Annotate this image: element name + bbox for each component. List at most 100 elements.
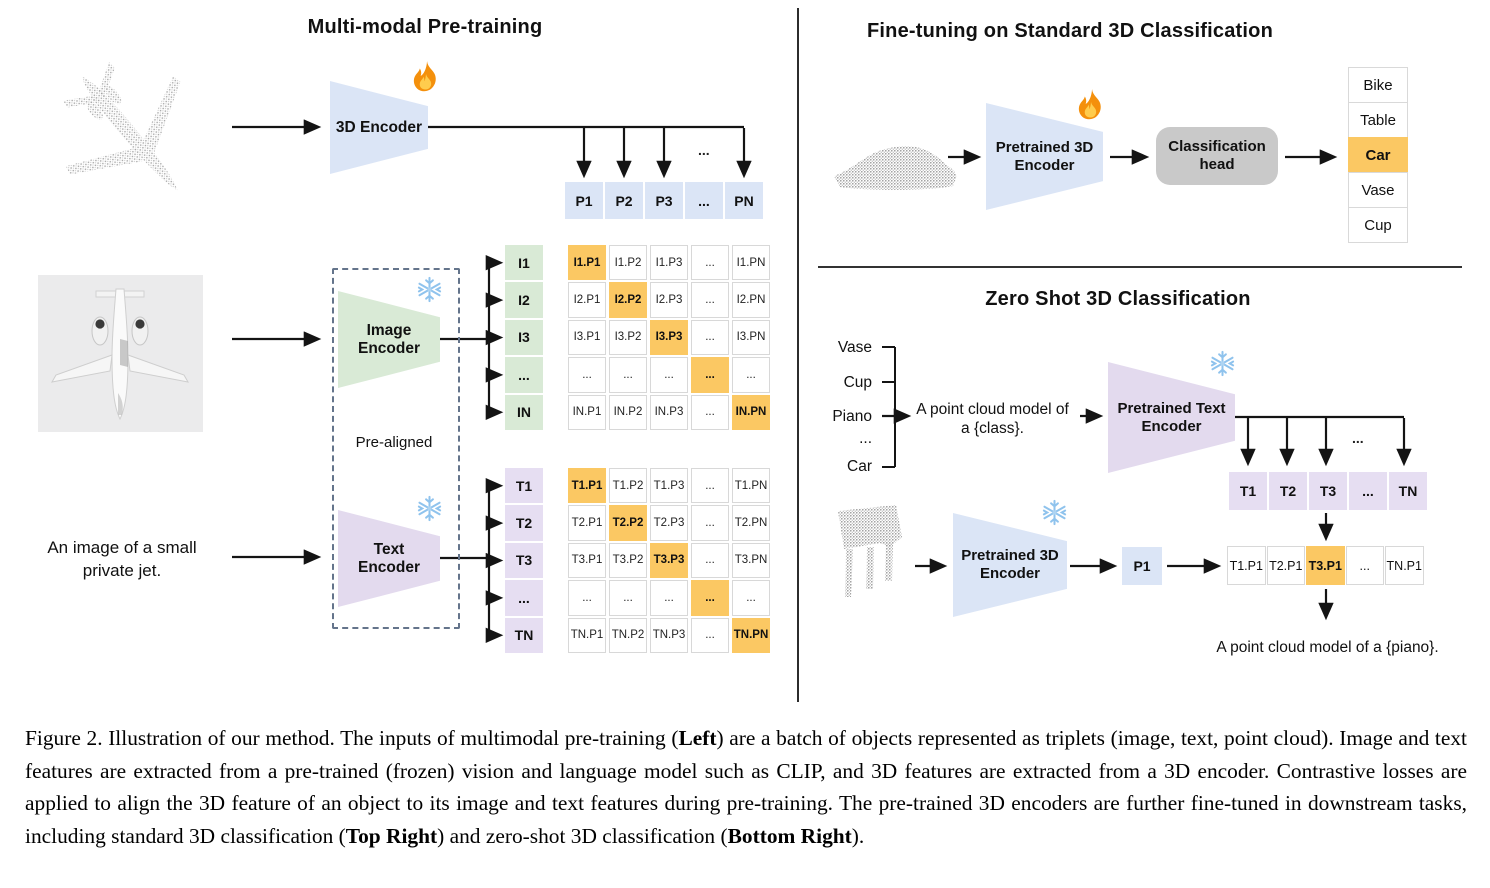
t-drop-ellipsis: ... [1352,430,1364,446]
text-encoder-label: Text Encoder [357,540,420,576]
matrix-cell: ... [609,357,647,393]
class-list-item: Cup [1348,207,1408,243]
p-feature-cell: ... [685,182,723,219]
prompt-class-list: Vase Cup Piano... Car [806,338,872,477]
pretrained-text-encoder-label: Pretrained Text Encoder [1117,399,1226,435]
matrix-cell: ... [691,245,729,281]
matrix-cell: ... [568,580,606,616]
t-feature-row: T1 T2 T3... TN [1229,472,1427,510]
matrix-cell: T2.P1 [568,505,606,541]
matrix-cell: ... [691,580,729,616]
pre-aligned-box [332,268,460,629]
matrix-cell: I3.P1 [568,319,606,356]
class-list-item: Car [1348,137,1408,173]
matrix-cell: I1.PN [732,245,770,281]
matrix-cell: T3.P3 [650,542,688,579]
matrix-cell: ... [691,394,729,430]
image-feature-column: I1 I2 I3... IN [505,245,543,430]
matrix-cell: ... [691,357,729,393]
airplane-point-cloud [63,62,181,191]
classification-head-label: Classification head [1168,138,1266,173]
image-point-similarity-matrix: I1.P1 I1.P2 I1.P3... I1.PN I2.P1 I2.P2 I2.P3..… [568,245,770,430]
matrix-cell: ... [691,319,729,356]
piano-point-cloud [838,505,902,597]
matrix-cell: T2.PN [732,505,770,541]
t-feature-cell: T3 [1309,472,1347,510]
p-feature-cell: P1 [565,182,603,219]
pretraining-title: Multi-modal Pre-training [307,16,543,38]
similarity-cell: T1.P1 [1227,546,1266,585]
p-feature-cell: P2 [605,182,643,219]
prompt-class-item: Car [847,458,872,475]
t-feature-cell: TN [1389,472,1427,510]
car-point-cloud [834,146,957,190]
matrix-cell: T1.P2 [609,468,647,504]
p-feature-row: P1 P2 P3... PN [565,182,763,219]
p-drop-ellipsis: ... [698,142,710,158]
matrix-cell: ... [650,357,688,393]
pre-aligned-label: Pre-aligned [355,434,433,451]
text-feature-cell: ... [505,580,543,616]
matrix-cell: TN.PN [732,617,770,653]
image-feature-cell: I1 [505,245,543,281]
similarity-cell: T2.P1 [1266,546,1305,585]
matrix-cell: ... [732,580,770,616]
text-feature-cell: T1 [505,468,543,504]
fire-icon [1078,89,1101,120]
matrix-cell: T3.PN [732,542,770,579]
figure-caption: Figure 2. Illustration of our method. Th… [25,726,1467,848]
matrix-cell: T3.P1 [568,542,606,579]
matrix-cell: I3.P3 [650,319,688,356]
matrix-cell: ... [691,505,729,541]
matrix-cell: ... [732,357,770,393]
matrix-cell: ... [691,617,729,653]
zeroshot-output-text: A point cloud model of a {piano}. [1216,639,1439,656]
image-feature-cell: I3 [505,319,543,356]
class-list: Bike Table Car Vase Cup [1348,67,1408,243]
class-list-item: Table [1348,102,1408,138]
similarity-cell: ... [1345,546,1384,585]
prompt-class-item: Vase [837,339,872,356]
p-feature-cell: P3 [645,182,683,219]
finetuning-title: Fine-tuning on Standard 3D Classificatio… [866,20,1273,42]
t-feature-cell: T1 [1229,472,1267,510]
text-feature-cell: T3 [505,542,543,579]
class-list-item: Bike [1348,67,1408,103]
image-feature-cell: ... [505,357,543,393]
matrix-cell: I1.P3 [650,245,688,281]
matrix-cell: T3.P2 [609,542,647,579]
matrix-cell: TN.P3 [650,617,688,653]
matrix-cell: IN.PN [732,394,770,430]
snowflake-icon [417,495,442,522]
matrix-cell: ... [609,580,647,616]
pretrained-3d-encoder-label: Pretrained 3D Encoder [995,138,1094,174]
fire-icon [413,61,436,92]
matrix-cell: I2.P1 [568,282,606,318]
prompt-class-item: Cup [843,374,872,391]
matrix-cell: T2.P2 [609,505,647,541]
class-list-item: Vase [1348,172,1408,208]
snowflake-icon [1210,350,1235,377]
airplane-image [38,275,203,432]
matrix-cell: T1.PN [732,468,770,504]
prompt-template-text: A point cloud model of a {class}. [916,401,1069,437]
connector-lines [232,8,1462,702]
matrix-cell: ... [691,542,729,579]
zeroshot-title: Zero Shot 3D Classification [985,288,1251,310]
similarity-cell: TN.P1 [1385,546,1424,585]
matrix-cell: I1.P2 [609,245,647,281]
matrix-cell: ... [691,282,729,318]
p-feature-cell: PN [725,182,763,219]
prompt-class-item: Piano [832,408,872,425]
matrix-cell: ... [650,580,688,616]
classification-head-block: Classification head [1156,127,1278,185]
airplane-image-drawing [51,288,189,421]
pretrained-3d-encoder-zeroshot-label: Pretrained 3D Encoder [961,547,1059,582]
text-feature-cell: TN [505,617,543,653]
matrix-cell: I2.P3 [650,282,688,318]
matrix-cell: T1.P3 [650,468,688,504]
text-point-similarity-matrix: T1.P1 T1.P2 T1.P3... T1.PN T2.P1 T2.P2 T2.P3..… [568,468,770,653]
text-feature-column: T1 T2 T3... TN [505,468,543,653]
snowflake-icon [417,276,442,303]
